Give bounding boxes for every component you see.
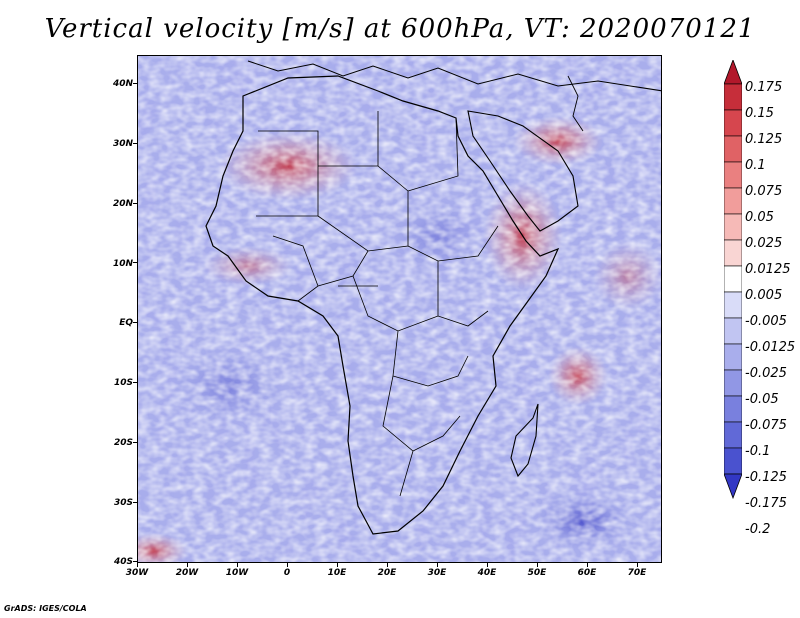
colorbar-max-triangle bbox=[724, 60, 742, 85]
lat-label: 20N bbox=[112, 199, 133, 209]
africa-coastline bbox=[205, 75, 560, 535]
colorbar-segment bbox=[724, 265, 742, 293]
lon-label: 70E bbox=[627, 568, 647, 578]
colorbar-segment bbox=[724, 317, 742, 345]
colorbar-min-triangle bbox=[724, 473, 742, 500]
lat-label: 40N bbox=[112, 79, 133, 89]
colorbar-label: -0.005 bbox=[745, 314, 787, 329]
lat-label: 40S bbox=[113, 557, 133, 567]
colorbar-label: -0.0125 bbox=[745, 340, 796, 355]
colorbar-segment bbox=[724, 187, 742, 215]
colorbar-label: 0.15 bbox=[745, 106, 774, 121]
colorbar-segment bbox=[724, 239, 742, 267]
lon-tick bbox=[337, 563, 338, 567]
colorbar-segment bbox=[724, 83, 742, 111]
lat-label: 30N bbox=[112, 139, 133, 149]
colorbar-label: 0.1 bbox=[745, 158, 766, 173]
lon-label: 30E bbox=[427, 568, 447, 578]
lat-label: EQ bbox=[119, 318, 133, 328]
lon-label: 0 bbox=[283, 568, 291, 578]
lon-label: 20W bbox=[175, 568, 199, 578]
lon-label: 30W bbox=[125, 568, 149, 578]
colorbar-segment bbox=[724, 343, 742, 371]
vertical-velocity-map bbox=[137, 55, 662, 563]
colorbar-segment bbox=[724, 109, 742, 137]
colorbar-segment bbox=[724, 369, 742, 397]
map-svg bbox=[138, 56, 661, 562]
colorbar-label: 0.005 bbox=[745, 288, 783, 303]
colorbar bbox=[724, 60, 742, 500]
colorbar-label: -0.1 bbox=[745, 444, 771, 459]
lat-tick bbox=[133, 202, 137, 204]
lon-label: 10W bbox=[225, 568, 249, 578]
madagascar-coastline bbox=[510, 403, 539, 478]
arabia-coastline bbox=[467, 110, 579, 232]
lon-tick bbox=[537, 563, 538, 567]
colorbar-label: -0.05 bbox=[745, 392, 779, 407]
lon-tick bbox=[237, 563, 238, 567]
colorbar-segment bbox=[724, 161, 742, 189]
colorbar-label: -0.125 bbox=[745, 470, 787, 485]
lat-tick bbox=[133, 382, 137, 383]
lon-tick bbox=[187, 563, 188, 567]
colorbar-label: -0.175 bbox=[745, 496, 787, 511]
lat-tick bbox=[133, 501, 137, 503]
colorbar-label: 0.05 bbox=[745, 210, 774, 225]
lon-tick bbox=[287, 563, 288, 567]
lat-label: 10N bbox=[112, 259, 133, 269]
colorbar-label: -0.025 bbox=[745, 366, 787, 381]
lon-tick bbox=[137, 563, 138, 567]
chart-title: Vertical velocity [m/s] at 600hPa, VT: 2… bbox=[44, 14, 756, 44]
lat-label: 20S bbox=[113, 438, 133, 448]
colorbar-label: 0.175 bbox=[745, 80, 783, 95]
lon-tick bbox=[487, 563, 488, 567]
colorbar-segment bbox=[724, 395, 742, 423]
country-borders bbox=[256, 111, 499, 497]
lon-tick bbox=[587, 563, 588, 567]
colorbar-segment bbox=[724, 135, 742, 163]
colorbar-label: 0.025 bbox=[745, 236, 783, 251]
lon-label: 20E bbox=[377, 568, 397, 578]
lat-tick bbox=[133, 441, 137, 443]
lon-tick bbox=[437, 563, 438, 567]
colorbar-segment bbox=[724, 291, 742, 319]
colorbar-segment bbox=[724, 447, 742, 475]
colorbar-label: -0.075 bbox=[745, 418, 787, 433]
lat-label: 10S bbox=[113, 378, 133, 388]
lon-label: 60E bbox=[577, 568, 597, 578]
colorbar-segment bbox=[724, 213, 742, 241]
lat-label: 30S bbox=[113, 498, 133, 508]
colorbar-label: 0.125 bbox=[745, 132, 783, 147]
lon-label: 40E bbox=[477, 568, 497, 578]
lon-tick bbox=[387, 563, 388, 567]
lon-label: 50E bbox=[527, 568, 547, 578]
colorbar-segment bbox=[724, 421, 742, 449]
colorbar-label: 0.075 bbox=[745, 184, 783, 199]
grads-credit: GrADS: IGES/COLA bbox=[4, 604, 87, 613]
lat-tick bbox=[133, 142, 137, 144]
lat-tick bbox=[133, 83, 137, 84]
lon-label: 10E bbox=[327, 568, 347, 578]
lat-tick bbox=[133, 322, 137, 324]
colorbar-label: 0.0125 bbox=[745, 262, 791, 277]
colorbar-label: -0.2 bbox=[745, 522, 771, 537]
lat-tick bbox=[133, 262, 137, 264]
lat-tick bbox=[133, 561, 137, 563]
lon-tick bbox=[637, 563, 638, 567]
